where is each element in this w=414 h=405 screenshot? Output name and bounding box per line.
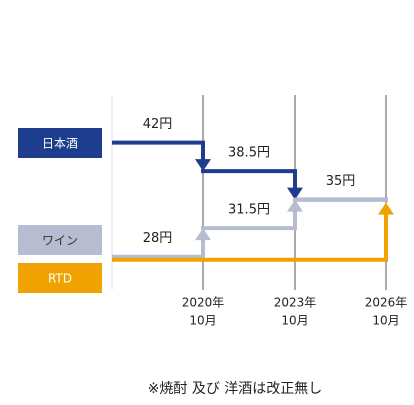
series-box (18, 263, 102, 293)
arrow-head (378, 202, 394, 215)
value-label: 28円 (143, 231, 173, 246)
arrow-head (195, 228, 211, 241)
legend-label: ワイン (42, 234, 78, 248)
x-tick-label: 2020年 (182, 296, 225, 310)
legend-label: 日本酒 (42, 137, 78, 151)
x-tick-label: 2023年 (274, 296, 317, 310)
value-label: 31.5円 (228, 203, 270, 218)
x-tick-label: 2026年 (365, 296, 408, 310)
x-tick-label: 10月 (189, 314, 216, 328)
arrow-head (287, 187, 303, 200)
legend-label: RTD (48, 272, 72, 286)
step-arrow (287, 171, 303, 200)
arrow-head (195, 159, 211, 172)
footnote: ※焼酎 及び 洋酒は改正無し (148, 381, 323, 397)
value-label: 42円 (143, 117, 173, 132)
step-arrow (287, 199, 303, 229)
x-tick-label: 10月 (281, 314, 308, 328)
step-arrow (195, 142, 211, 172)
step-arrow (378, 202, 394, 260)
x-tick-label: 10月 (372, 314, 399, 328)
value-label: 38.5円 (228, 146, 270, 161)
series-box (18, 225, 102, 255)
arrow-head (287, 199, 303, 212)
step-arrow (195, 228, 211, 257)
series-box (18, 128, 102, 158)
value-label: 35円 (326, 174, 356, 189)
